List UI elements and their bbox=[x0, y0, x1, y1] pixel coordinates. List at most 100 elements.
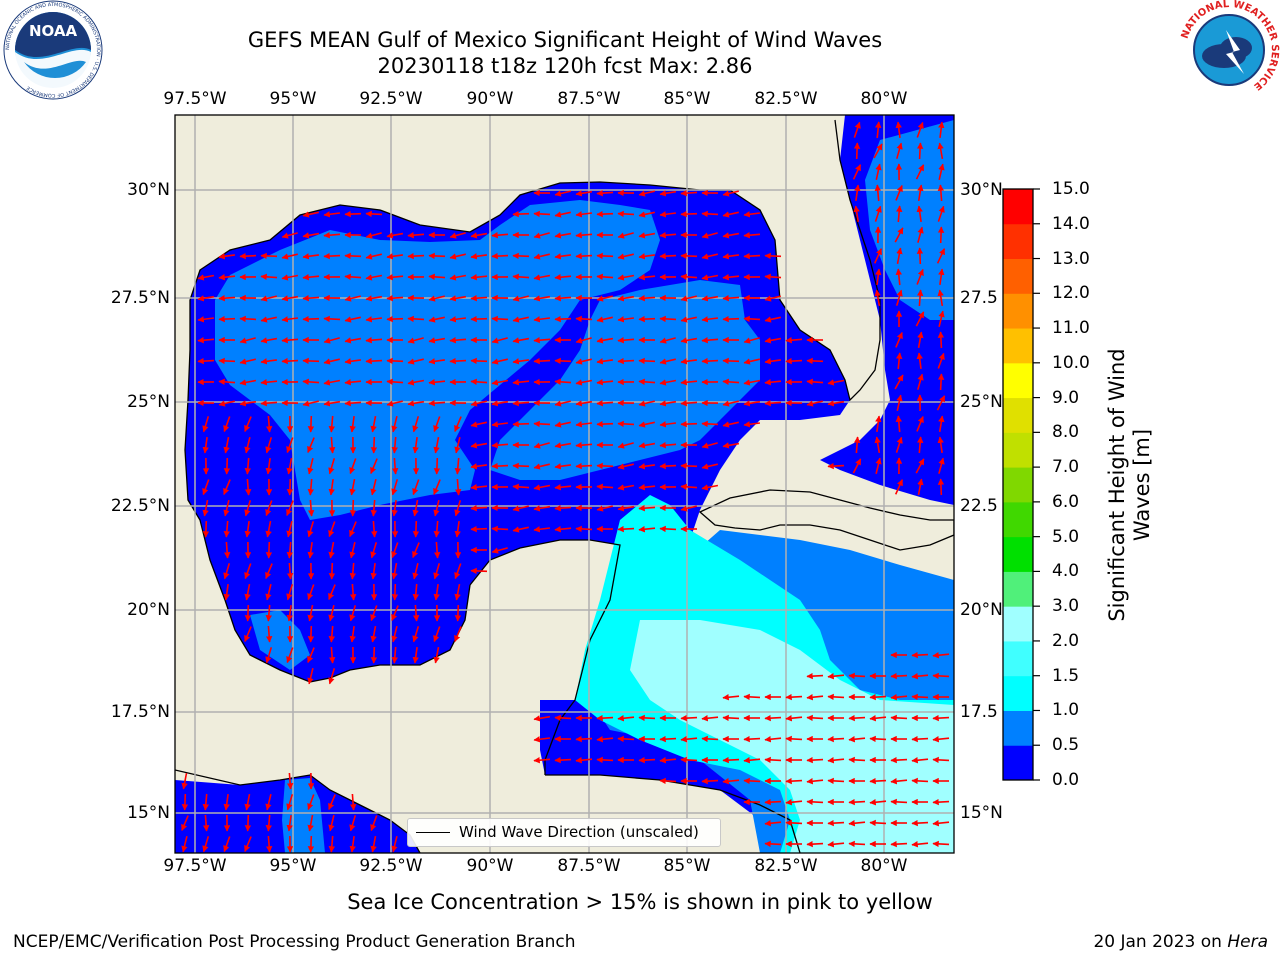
wave-direction-arrow bbox=[874, 289, 881, 307]
wave-direction-arrow bbox=[265, 563, 273, 579]
wave-direction-arrow bbox=[386, 294, 404, 302]
wave-direction-arrow bbox=[937, 436, 944, 454]
wave-direction-arrow bbox=[554, 315, 572, 323]
wave-direction-arrow bbox=[680, 316, 697, 323]
wave-direction-arrow bbox=[827, 673, 845, 680]
footer-credit: NCEP/EMC/Verification Post Processing Pr… bbox=[13, 932, 576, 952]
wave-direction-arrow bbox=[659, 337, 676, 344]
wave-direction-arrow bbox=[244, 500, 252, 517]
wave-direction-arrow bbox=[407, 337, 424, 344]
lon-tick-bottom: 90°W bbox=[466, 856, 514, 876]
wave-direction-arrow bbox=[937, 352, 945, 369]
wave-direction-arrow bbox=[202, 416, 210, 433]
wave-direction-arrow bbox=[743, 315, 761, 323]
wave-direction-arrow bbox=[937, 289, 944, 307]
wave-direction-arrow bbox=[365, 232, 382, 239]
wave-direction-arrow bbox=[328, 794, 336, 810]
colorbar-tick-label: 7.0 bbox=[1052, 457, 1080, 478]
wave-direction-arrow bbox=[307, 835, 315, 853]
wave-direction-arrow bbox=[827, 777, 845, 785]
wave-direction-arrow bbox=[307, 541, 314, 559]
wave-direction-arrow bbox=[806, 672, 824, 680]
colorbar-tick-label: 5.0 bbox=[1052, 526, 1080, 547]
wave-direction-arrow bbox=[512, 252, 530, 260]
wave-direction-arrow bbox=[896, 394, 903, 411]
wave-direction-arrow bbox=[701, 274, 719, 281]
wave-direction-arrow bbox=[533, 253, 550, 260]
wave-direction-arrow bbox=[470, 253, 488, 260]
wave-direction-arrow bbox=[915, 458, 925, 474]
wave-direction-arrow bbox=[365, 357, 383, 365]
wave-direction-arrow bbox=[512, 316, 529, 323]
wave-direction-arrow bbox=[680, 462, 698, 470]
wave-direction-arrow bbox=[853, 121, 861, 138]
wave-direction-arrow bbox=[433, 563, 441, 580]
wave-direction-arrow bbox=[512, 420, 530, 428]
wave-direction-arrow bbox=[554, 442, 572, 449]
wave-direction-arrow bbox=[896, 142, 903, 159]
wave-direction-arrow bbox=[328, 478, 335, 496]
wave-direction-arrow bbox=[875, 163, 882, 180]
wave-direction-arrow bbox=[365, 210, 383, 218]
wave-direction-arrow bbox=[680, 252, 698, 260]
wave-direction-arrow bbox=[391, 605, 399, 621]
wave-direction-arrow bbox=[218, 253, 236, 260]
wave-direction-arrow bbox=[181, 793, 189, 811]
lat-tick-right: 25°N bbox=[960, 392, 1003, 412]
wave-direction-arrow bbox=[917, 331, 924, 349]
wave-direction-arrow bbox=[223, 836, 231, 853]
wave-direction-arrow bbox=[223, 416, 231, 433]
wave-direction-arrow bbox=[554, 484, 572, 491]
lon-tick-bottom: 92.5°W bbox=[359, 856, 423, 876]
wave-direction-arrow bbox=[894, 479, 904, 495]
wave-direction-arrow bbox=[638, 211, 655, 218]
wave-direction-arrow bbox=[391, 436, 398, 454]
wave-direction-arrow bbox=[365, 253, 382, 260]
wave-direction-arrow bbox=[575, 379, 593, 386]
wave-direction-arrow bbox=[680, 189, 698, 197]
wave-direction-arrow bbox=[470, 484, 488, 491]
wave-direction-arrow bbox=[596, 337, 614, 344]
wave-direction-arrow bbox=[370, 458, 378, 474]
colorbar-tick-label: 12.0 bbox=[1052, 283, 1090, 304]
wave-direction-arrow bbox=[785, 337, 803, 344]
wave-direction-arrow bbox=[412, 479, 420, 496]
wave-direction-arrow bbox=[433, 583, 440, 601]
wave-direction-arrow bbox=[412, 520, 420, 538]
wave-direction-arrow bbox=[722, 442, 740, 449]
wave-direction-arrow bbox=[412, 563, 419, 580]
wave-direction-arrow bbox=[680, 295, 697, 302]
wave-direction-arrow bbox=[223, 500, 230, 517]
wave-direction-arrow bbox=[223, 583, 230, 601]
wave-direction-arrow bbox=[890, 778, 908, 785]
wave-direction-arrow bbox=[853, 142, 861, 160]
wave-direction-arrow bbox=[701, 316, 719, 323]
wave-direction-arrow bbox=[260, 273, 278, 281]
wave-direction-arrow bbox=[554, 253, 572, 260]
wave-direction-arrow bbox=[554, 714, 572, 722]
colorbar-label-line2: Waves [m] bbox=[1130, 428, 1154, 542]
wave-direction-arrow bbox=[680, 358, 698, 365]
wave-direction-arrow bbox=[470, 504, 488, 512]
wave-direction-arrow bbox=[743, 693, 761, 701]
wave-direction-arrow bbox=[386, 315, 404, 323]
wave-direction-arrow bbox=[428, 316, 445, 323]
wave-direction-arrow bbox=[937, 478, 945, 496]
colorbar-swatch bbox=[1003, 536, 1033, 572]
wave-direction-arrow bbox=[391, 479, 399, 496]
wave-direction-arrow bbox=[932, 756, 950, 764]
colorbar-frame bbox=[1002, 188, 1034, 781]
colorbar bbox=[1002, 188, 1040, 781]
colorbar-tick-label: 2.0 bbox=[1052, 630, 1080, 651]
wave-direction-arrow bbox=[428, 358, 446, 365]
wave-direction-arrow bbox=[323, 211, 341, 218]
wave-direction-arrow bbox=[428, 337, 446, 344]
wave-direction-arrow bbox=[533, 526, 551, 533]
wave-direction-arrow bbox=[281, 232, 298, 239]
wave-direction-arrow bbox=[349, 542, 356, 559]
gulf-wave-band-3 bbox=[250, 610, 310, 670]
wave-direction-arrow bbox=[895, 415, 902, 433]
wave-direction-arrow bbox=[743, 379, 761, 386]
wave-direction-arrow bbox=[875, 457, 882, 474]
colorbar-swatch bbox=[1003, 189, 1033, 225]
